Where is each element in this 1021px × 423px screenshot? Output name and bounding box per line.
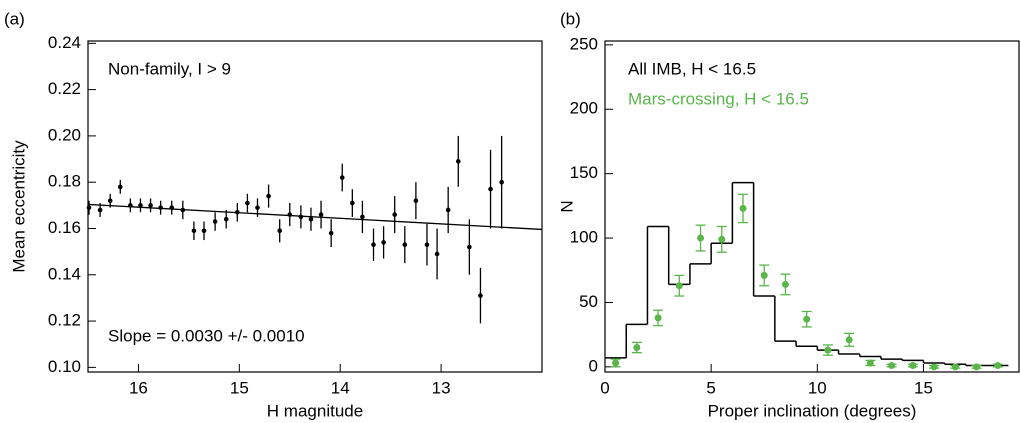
data-point: [888, 362, 896, 370]
data-point: [994, 362, 1002, 370]
fit-line: [87, 203, 543, 231]
x-tick-label: 14: [331, 378, 350, 397]
x-tick-label: 16: [129, 378, 148, 397]
data-point: [445, 207, 451, 213]
data-point: [824, 346, 832, 354]
data-point: [973, 363, 981, 371]
data-point: [803, 315, 811, 323]
data-point: [654, 314, 662, 322]
panel-label: (b): [560, 9, 581, 28]
data-point: [86, 205, 92, 210]
data-point: [255, 205, 260, 210]
y-tick-label: 100: [570, 228, 598, 247]
legend-entry: All IMB, H < 16.5: [628, 59, 756, 78]
x-tick-label: 13: [432, 378, 451, 397]
y-tick-label: 0.22: [48, 79, 81, 98]
data-point: [308, 216, 314, 222]
data-point: [318, 212, 324, 217]
y-tick-label: 200: [570, 99, 598, 118]
data-point: [424, 242, 430, 247]
data-point: [138, 203, 143, 208]
x-tick-label: 10: [808, 378, 827, 397]
x-tick-label: 15: [914, 378, 933, 397]
data-point: [488, 186, 493, 192]
data-point: [930, 363, 938, 371]
plot-frame: [87, 40, 543, 373]
data-point: [499, 179, 504, 185]
plot-frame: [604, 40, 1020, 373]
y-tick-label: 0.10: [48, 357, 81, 376]
data-point: [212, 219, 218, 224]
data-point: [675, 282, 683, 290]
data-point: [612, 359, 620, 367]
data-point: [117, 184, 123, 190]
y-tick-label: 0.24: [48, 33, 81, 52]
data-point: [350, 200, 355, 206]
data-point: [718, 235, 726, 243]
y-tick-label: 0.18: [48, 172, 81, 191]
annotation: Non-family, I > 9: [108, 59, 231, 78]
data-point: [328, 230, 334, 236]
panel-label: (a): [4, 9, 25, 28]
data-point: [760, 271, 768, 279]
data-point: [266, 193, 271, 199]
data-point: [697, 234, 705, 242]
data-point: [739, 204, 747, 212]
annotation: Slope = 0.0030 +/- 0.0010: [108, 326, 305, 345]
x-tick-label: 5: [706, 378, 715, 397]
data-point: [392, 212, 398, 217]
y-tick-label: 0: [589, 356, 598, 375]
data-point: [191, 228, 197, 234]
data-point: [201, 228, 207, 234]
x-axis-label: Proper inclination (degrees): [708, 401, 917, 420]
legend-entry: Mars-crossing, H < 16.5: [628, 89, 809, 108]
data-point: [413, 198, 419, 204]
data-point: [478, 293, 483, 298]
x-tick-label: 15: [230, 378, 249, 397]
data-point: [245, 200, 250, 206]
data-point: [223, 216, 229, 222]
data-point: [845, 336, 853, 344]
data-point: [951, 363, 959, 371]
data-point: [866, 359, 874, 367]
data-point: [434, 251, 440, 257]
data-point: [277, 228, 282, 234]
y-axis-label: N: [557, 200, 576, 212]
data-point: [381, 240, 386, 245]
y-axis-label: Mean eccentricity: [9, 140, 28, 273]
x-tick-label: 0: [600, 378, 609, 397]
data-point: [371, 242, 376, 247]
data-point: [455, 159, 461, 164]
y-tick-label: 0.12: [48, 311, 81, 330]
y-tick-label: 0.16: [48, 218, 81, 237]
y-tick-label: 250: [570, 34, 598, 53]
y-tick-label: 0.14: [48, 264, 81, 283]
data-point: [158, 205, 163, 210]
data-point: [909, 362, 917, 370]
data-point: [781, 280, 789, 288]
x-axis-label: H magnitude: [267, 401, 363, 420]
y-tick-label: 50: [579, 292, 598, 311]
data-point: [148, 203, 153, 208]
y-tick-label: 150: [570, 163, 598, 182]
data-point: [107, 198, 113, 204]
data-point: [339, 175, 345, 180]
data-point: [633, 344, 641, 352]
data-point: [360, 214, 365, 220]
data-point: [97, 207, 103, 213]
data-point: [298, 214, 304, 220]
data-point: [467, 244, 472, 250]
y-tick-label: 0.20: [48, 125, 81, 144]
data-point: [402, 242, 408, 247]
